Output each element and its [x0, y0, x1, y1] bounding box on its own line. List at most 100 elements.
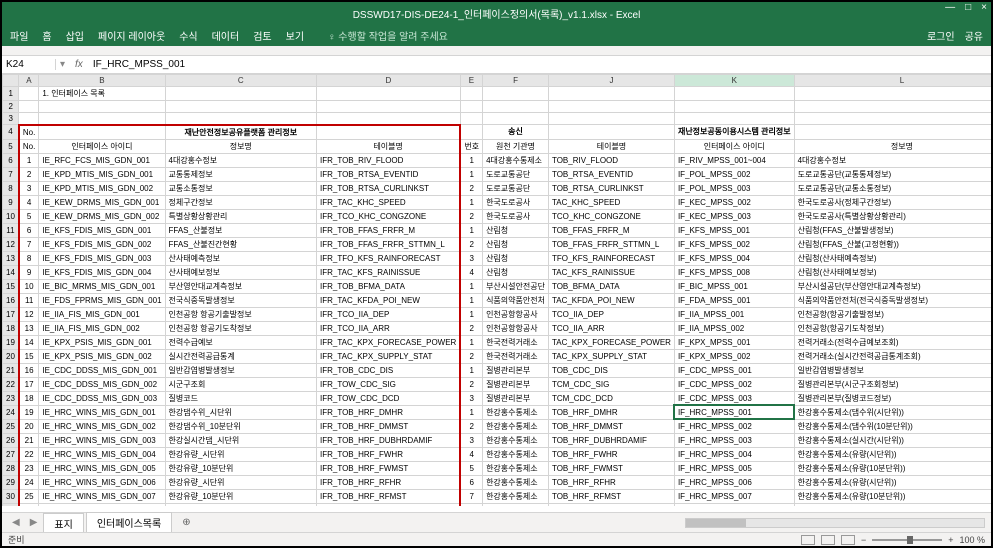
cell-E28[interactable]: 5	[460, 461, 482, 475]
row-header-15[interactable]: 15	[3, 279, 19, 293]
cell-K31[interactable]: IF_HRC_MPSS_008	[674, 503, 794, 506]
cell-F8[interactable]: 도로교통공단	[483, 181, 549, 195]
cell-D27[interactable]: IFR_TOB_HRF_FWHR	[317, 447, 461, 461]
row-header-29[interactable]: 29	[3, 475, 19, 489]
row-header-24[interactable]: 24	[3, 405, 19, 419]
cell-E6[interactable]: 1	[460, 153, 482, 167]
cell-D19[interactable]: IFR_TAC_KPX_FORECASE_POWER	[317, 335, 461, 349]
cell-F9[interactable]: 한국도로공사	[483, 195, 549, 209]
ribbon-tab-insert[interactable]: 삽입	[66, 28, 84, 43]
cell-K19[interactable]: IF_KPX_MPSS_001	[674, 335, 794, 349]
cell-D25[interactable]: IFR_TOB_HRF_DMMST	[317, 419, 461, 433]
cell-D14[interactable]: IFR_TAC_KFS_RAINISSUE	[317, 265, 461, 279]
cell-J19[interactable]: TAC_KPX_FORECASE_POWER	[548, 335, 674, 349]
cell-C2[interactable]	[165, 101, 316, 113]
cell-A5[interactable]: No.	[19, 139, 39, 153]
row-header-30[interactable]: 30	[3, 489, 19, 503]
cell-K29[interactable]: IF_HRC_MPSS_006	[674, 475, 794, 489]
cell-K25[interactable]: IF_HRC_MPSS_002	[674, 419, 794, 433]
cell-E9[interactable]: 1	[460, 195, 482, 209]
cell-B2[interactable]	[39, 101, 165, 113]
cell-B14[interactable]: IE_KFS_FDIS_MIS_GDN_004	[39, 265, 165, 279]
cell-F2[interactable]	[483, 101, 549, 113]
cell-K8[interactable]: IF_POL_MPSS_003	[674, 181, 794, 195]
cell-A19[interactable]: 14	[19, 335, 39, 349]
cell-J15[interactable]: TOB_BFMA_DATA	[548, 279, 674, 293]
row-header-25[interactable]: 25	[3, 419, 19, 433]
col-header-K[interactable]: K	[674, 75, 794, 87]
cell-L24[interactable]: 한강홍수통제소(댐수위(시단위))	[794, 405, 991, 419]
cell-E1[interactable]	[460, 87, 482, 101]
cell-A20[interactable]: 15	[19, 349, 39, 363]
cell-B30[interactable]: IE_HRC_WINS_MIS_GDN_007	[39, 489, 165, 503]
cell-A25[interactable]: 20	[19, 419, 39, 433]
cell-B7[interactable]: IE_KPD_MTIS_MIS_GDN_001	[39, 167, 165, 181]
cell-D23[interactable]: IFR_TOW_CDC_DCD	[317, 391, 461, 405]
sheet-tab-cover[interactable]: 표지	[43, 513, 83, 533]
row-header-28[interactable]: 28	[3, 461, 19, 475]
cell-D21[interactable]: IFR_TOB_CDC_DIS	[317, 363, 461, 377]
cell-K3[interactable]	[674, 113, 794, 125]
cell-K21[interactable]: IF_CDC_MPSS_001	[674, 363, 794, 377]
cell-B18[interactable]: IE_IIA_FIS_MIS_GDN_002	[39, 321, 165, 335]
ribbon-tab-file[interactable]: 파일	[10, 28, 28, 43]
cell-F6[interactable]: 4대강홍수통제소	[483, 153, 549, 167]
cell-J14[interactable]: TAC_KFS_RAINISSUE	[548, 265, 674, 279]
cell-K12[interactable]: IF_KFS_MPSS_002	[674, 237, 794, 251]
cell-B27[interactable]: IE_HRC_WINS_MIS_GDN_004	[39, 447, 165, 461]
cell-L21[interactable]: 일반감염병발생정보	[794, 363, 991, 377]
cell-B10[interactable]: IE_KEW_DRMS_MIS_GDN_002	[39, 209, 165, 223]
cell-J22[interactable]: TCM_CDC_SIG	[548, 377, 674, 391]
cell-K4[interactable]: 재난정보공동이용시스템 관리정보	[674, 125, 794, 140]
cell-B6[interactable]: IE_RFC_FCS_MIS_GDN_001	[39, 153, 165, 167]
view-break-icon[interactable]	[841, 535, 855, 545]
cell-K23[interactable]: IF_CDC_MPSS_003	[674, 391, 794, 405]
name-box[interactable]: K24	[2, 59, 56, 70]
row-header-4[interactable]: 4	[3, 125, 19, 140]
cell-J28[interactable]: TOB_HRF_FWMST	[548, 461, 674, 475]
cell-F24[interactable]: 한강홍수통제소	[483, 405, 549, 419]
cell-J12[interactable]: TOB_FFAS_FRFR_STTMN_L	[548, 237, 674, 251]
cell-C20[interactable]: 실시간전력공급통계	[165, 349, 316, 363]
cell-C26[interactable]: 한강실시간댐_시단위	[165, 433, 316, 447]
cell-F22[interactable]: 질병관리본부	[483, 377, 549, 391]
cell-L19[interactable]: 전력거래소(전력수급예보조회)	[794, 335, 991, 349]
cell-F3[interactable]	[483, 113, 549, 125]
cell-B22[interactable]: IE_CDC_DDSS_MIS_GDN_002	[39, 377, 165, 391]
cell-D7[interactable]: IFR_TOB_RTSA_EVENTID	[317, 167, 461, 181]
cell-J17[interactable]: TCO_IIA_DEP	[548, 307, 674, 321]
cell-K24[interactable]: IF_HRC_MPSS_001	[674, 405, 794, 419]
cell-A14[interactable]: 9	[19, 265, 39, 279]
cell-A11[interactable]: 6	[19, 223, 39, 237]
cell-F28[interactable]: 한강홍수통제소	[483, 461, 549, 475]
cell-K5[interactable]: 인터페이스 아이디	[674, 139, 794, 153]
view-layout-icon[interactable]	[821, 535, 835, 545]
cell-J11[interactable]: TOB_FFAS_FRFR_M	[548, 223, 674, 237]
cell-D3[interactable]	[317, 113, 461, 125]
cell-D6[interactable]: IFR_TOB_RIV_FLOOD	[317, 153, 461, 167]
cell-D12[interactable]: IFR_TOB_FFAS_FRFR_STTMN_L	[317, 237, 461, 251]
sheet-nav-next-icon[interactable]: ▶	[26, 517, 42, 528]
cell-F17[interactable]: 인천공항항공사	[483, 307, 549, 321]
cell-A13[interactable]: 8	[19, 251, 39, 265]
cell-J31[interactable]: TOB_HRF_RWMST	[548, 503, 674, 506]
cell-L17[interactable]: 인천공항(항공기출발정보)	[794, 307, 991, 321]
cell-A6[interactable]: 1	[19, 153, 39, 167]
cell-D20[interactable]: IFR_TAC_KPX_SUPPLY_STAT	[317, 349, 461, 363]
cell-F5[interactable]: 원천 기관명	[483, 139, 549, 153]
cell-K6[interactable]: IF_RIV_MPSS_001~004	[674, 153, 794, 167]
col-header-D[interactable]: D	[317, 75, 461, 87]
cell-D30[interactable]: IFR_TOB_HRF_RFMST	[317, 489, 461, 503]
cell-B17[interactable]: IE_IIA_FIS_MIS_GDN_001	[39, 307, 165, 321]
cell-E15[interactable]: 1	[460, 279, 482, 293]
cell-D29[interactable]: IFR_TOB_HRF_RFHR	[317, 475, 461, 489]
col-header-A[interactable]: A	[19, 75, 39, 87]
cell-D22[interactable]: IFR_TOW_CDC_SIG	[317, 377, 461, 391]
row-header-27[interactable]: 27	[3, 447, 19, 461]
cell-E11[interactable]: 1	[460, 223, 482, 237]
cell-F13[interactable]: 산림청	[483, 251, 549, 265]
row-header-9[interactable]: 9	[3, 195, 19, 209]
row-header-23[interactable]: 23	[3, 391, 19, 405]
cell-A29[interactable]: 24	[19, 475, 39, 489]
formula-input[interactable]: IF_HRC_MPSS_001	[89, 59, 991, 70]
